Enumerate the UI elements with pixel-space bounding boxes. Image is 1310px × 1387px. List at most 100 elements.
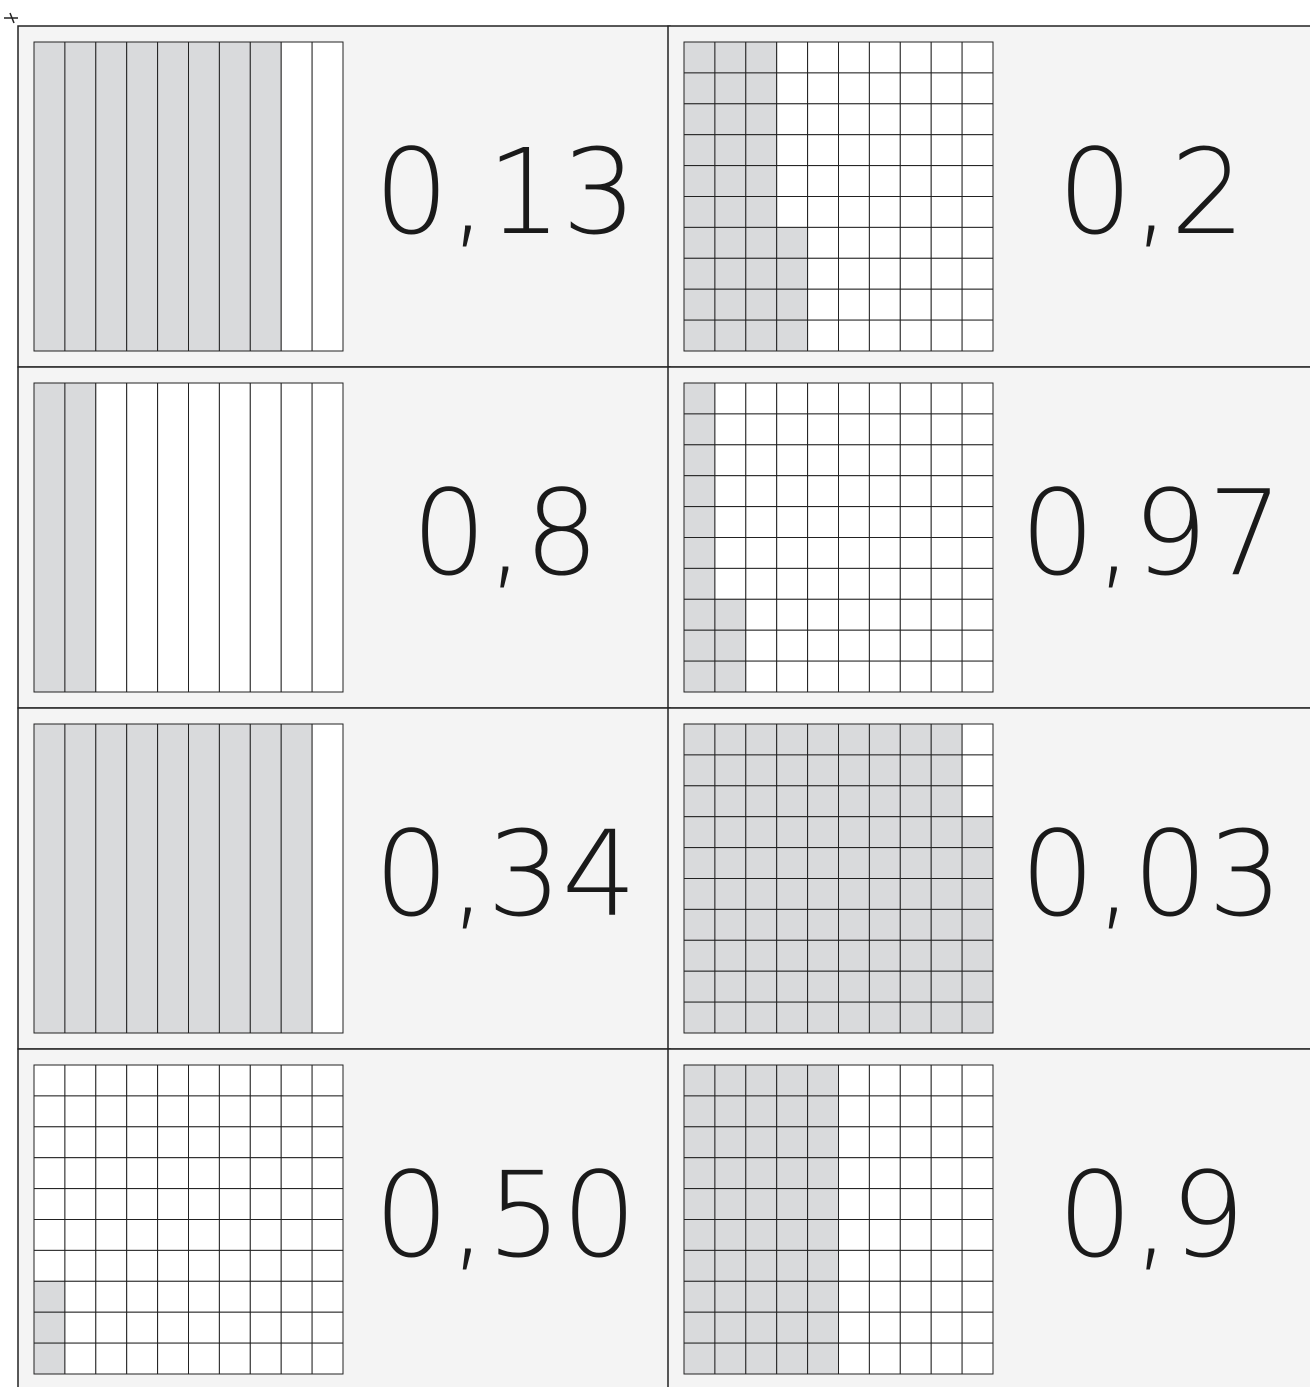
- shaded-cell: [868, 754, 901, 787]
- cell: [930, 475, 963, 508]
- shaded-cell: [683, 567, 716, 600]
- cell: [961, 567, 994, 600]
- cell: [218, 1095, 251, 1128]
- cell: [838, 1249, 870, 1282]
- shaded-cell: [899, 1001, 932, 1034]
- decimal-label: 0,97: [1020, 464, 1283, 602]
- cell: [188, 1188, 220, 1220]
- cell: [838, 1311, 870, 1344]
- cell: [188, 1064, 220, 1097]
- cell: [126, 1157, 159, 1190]
- cell: [776, 475, 809, 508]
- cell: [33, 1064, 66, 1097]
- cell: [714, 444, 747, 477]
- cell: [930, 1280, 963, 1313]
- cell: [930, 382, 963, 415]
- shaded-cell: [807, 1188, 839, 1220]
- shaded-cell: [807, 1249, 839, 1282]
- shaded-cell: [683, 41, 716, 74]
- shaded-strip: [157, 723, 190, 1034]
- cell: [961, 413, 994, 446]
- cell: [807, 382, 839, 415]
- cell: [961, 1342, 994, 1375]
- shaded-cell: [683, 1001, 716, 1034]
- cell: [776, 413, 809, 446]
- cell: [776, 72, 809, 105]
- shaded-cell: [683, 413, 716, 446]
- shaded-cell: [930, 970, 963, 1003]
- cell: [776, 196, 809, 228]
- shaded-cell: [776, 1126, 809, 1159]
- cell: [868, 1219, 901, 1251]
- cell: [218, 1157, 251, 1190]
- cell: [868, 257, 901, 290]
- cell: [930, 413, 963, 446]
- cell: [218, 1249, 251, 1282]
- shaded-cell: [683, 1219, 716, 1251]
- cell: [95, 1280, 128, 1313]
- shaded-cell: [714, 847, 747, 879]
- shaded-cell: [930, 785, 963, 818]
- shaded-cell: [807, 908, 839, 941]
- shaded-cell: [683, 72, 716, 105]
- cell: [930, 567, 963, 600]
- shaded-cell: [714, 970, 747, 1003]
- cell: [249, 1157, 282, 1190]
- cell: [126, 1342, 159, 1375]
- strip: [280, 382, 313, 693]
- cell: [868, 1095, 901, 1128]
- cell: [157, 1311, 190, 1344]
- shaded-cell: [745, 257, 778, 290]
- cell: [157, 1219, 190, 1251]
- cell: [64, 1311, 97, 1344]
- shaded-cell: [714, 1311, 747, 1344]
- shaded-strip: [126, 723, 159, 1034]
- shaded-cell: [899, 816, 932, 849]
- cell: [95, 1095, 128, 1128]
- cell: [157, 1126, 190, 1159]
- shaded-strip: [126, 41, 159, 352]
- shaded-cell: [745, 72, 778, 105]
- cell: [807, 257, 839, 290]
- cell: [745, 567, 778, 600]
- cell: [899, 41, 932, 74]
- cell: [249, 1126, 282, 1159]
- shaded-cell: [807, 785, 839, 818]
- shaded-cell: [807, 816, 839, 849]
- shaded-cell: [33, 1311, 66, 1344]
- cell: [838, 1157, 870, 1190]
- cell: [807, 629, 839, 662]
- shaded-cell: [683, 939, 716, 972]
- strip: [311, 723, 344, 1034]
- cell: [249, 1188, 282, 1220]
- cell: [838, 1219, 870, 1251]
- shaded-cell: [714, 257, 747, 290]
- cell: [961, 103, 994, 136]
- cell: [868, 41, 901, 74]
- cell: [961, 629, 994, 662]
- cell: [961, 754, 994, 787]
- cell: [776, 134, 809, 167]
- shaded-cell: [776, 878, 809, 910]
- cell: [868, 413, 901, 446]
- cell: [899, 72, 932, 105]
- shaded-cell: [868, 908, 901, 941]
- shaded-strip: [95, 41, 128, 352]
- shaded-cell: [776, 1280, 809, 1313]
- cell: [838, 537, 870, 569]
- cell: [126, 1311, 159, 1344]
- decimal-label: 0,2: [1058, 123, 1246, 261]
- shaded-cell: [776, 257, 809, 290]
- decimal-label: 0,50: [374, 1146, 637, 1284]
- cell: [745, 629, 778, 662]
- cell: [930, 1342, 963, 1375]
- cell: [776, 537, 809, 569]
- shaded-cell: [961, 847, 994, 879]
- cell: [930, 629, 963, 662]
- cell: [807, 660, 839, 693]
- shaded-cell: [683, 1188, 716, 1220]
- cell: [126, 1280, 159, 1313]
- shaded-cell: [33, 1280, 66, 1313]
- cell: [249, 1280, 282, 1313]
- cell: [838, 598, 870, 631]
